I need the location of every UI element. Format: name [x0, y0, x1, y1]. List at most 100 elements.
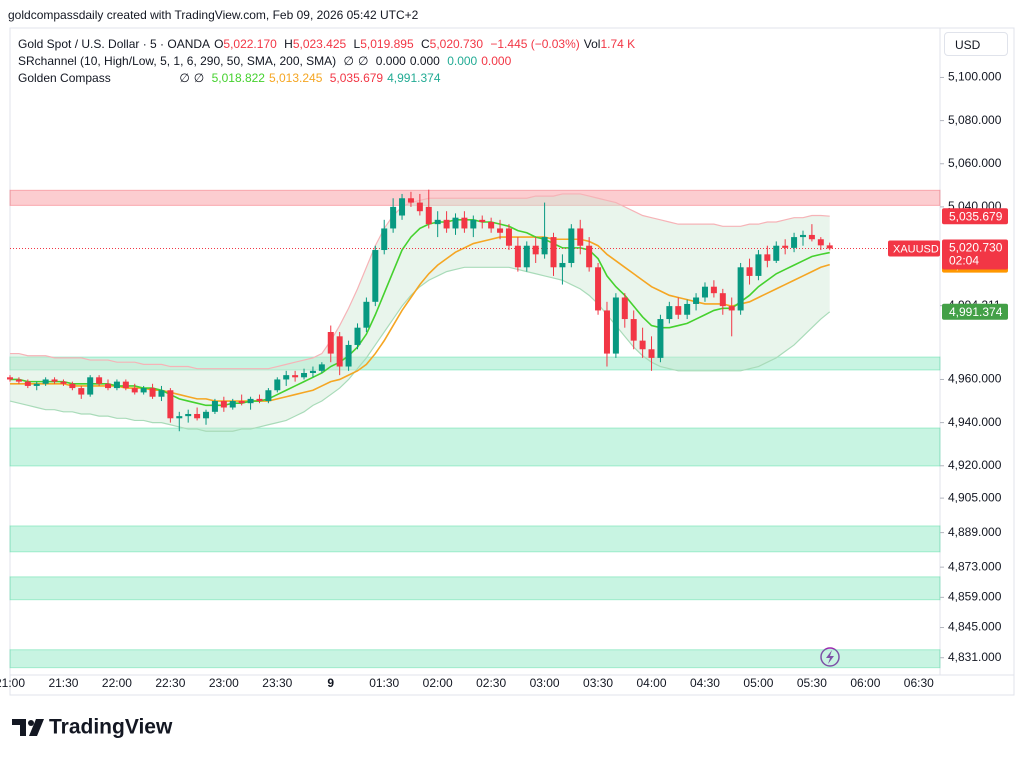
- band-fill: [10, 193, 830, 432]
- candle-body: [354, 327, 361, 345]
- candle-body: [541, 237, 548, 255]
- candle-body: [238, 401, 245, 404]
- candle-body: [648, 349, 655, 358]
- candle-body: [621, 297, 628, 320]
- candle-body: [577, 228, 584, 246]
- x-tick-label: 22:30: [155, 676, 185, 690]
- x-tick-label: 06:30: [904, 676, 934, 690]
- candle-body: [336, 336, 343, 367]
- y-tick-label: 4,845.000: [948, 620, 1002, 634]
- candle-body: [773, 245, 780, 261]
- x-tick-label: 02:00: [423, 676, 453, 690]
- x-tick-label: 02:30: [476, 676, 506, 690]
- candle-body: [612, 297, 619, 354]
- y-tick-label: 4,905.000: [948, 490, 1002, 504]
- candle-body: [87, 377, 94, 395]
- candle-body: [194, 413, 201, 419]
- candle-body: [764, 254, 771, 261]
- indicator-value: ∅: [357, 54, 369, 68]
- candle-body: [283, 375, 290, 380]
- candle-body: [292, 375, 299, 378]
- candle-body: [497, 228, 504, 233]
- candle-body: [817, 239, 824, 246]
- indicator-value: ∅: [343, 54, 354, 68]
- sr-zone: [9, 427, 941, 467]
- x-tick-label: 21:00: [0, 676, 25, 690]
- candle-body: [666, 306, 673, 320]
- candle-body: [693, 297, 700, 304]
- attribution: goldcompassdaily created with TradingVie…: [8, 8, 419, 22]
- l-value: 5,019.895: [360, 37, 414, 51]
- candle-body: [33, 383, 40, 386]
- candle-body: [808, 234, 815, 240]
- candle-body: [381, 228, 388, 251]
- candle-body: [603, 310, 610, 354]
- l-key: L: [353, 37, 361, 51]
- currency-button[interactable]: USD: [944, 32, 1008, 56]
- indicator-line: [9, 266, 831, 432]
- candle-body: [550, 237, 557, 268]
- h-key: H: [284, 37, 293, 51]
- candle-body: [719, 293, 726, 307]
- candle-body: [256, 398, 263, 402]
- y-tick-label: 4,889.000: [948, 525, 1002, 539]
- indicator-value: 4,991.374: [387, 71, 441, 85]
- last-price-tag: [942, 239, 1008, 270]
- candle-body: [639, 340, 646, 350]
- indicator-value: 5,035.679: [329, 71, 384, 85]
- lightning-icon[interactable]: [820, 647, 840, 667]
- candle-body: [42, 379, 49, 384]
- x-tick-label: 05:00: [743, 676, 773, 690]
- candle-body: [176, 416, 183, 419]
- legend-row: Gold Spot / U.S. Dollar · 5 · OANDA O5,02…: [18, 37, 639, 51]
- legend-row: Golden Compass ∅ ∅ 5,018.822 5,013.245 5,0…: [18, 71, 445, 85]
- logo-text: TradingView: [49, 716, 173, 739]
- y-tick-label: 4,859.000: [948, 590, 1002, 604]
- indicator-value: 5,013.245: [268, 71, 323, 85]
- candle-body: [7, 377, 13, 380]
- y-tick-label: 4,831.000: [948, 650, 1002, 664]
- candle-body: [425, 206, 432, 225]
- vol-value: 1.74 K: [600, 37, 636, 51]
- candle-body: [78, 388, 85, 395]
- candle-body: [327, 332, 334, 354]
- candle-body: [274, 379, 281, 391]
- candle-body: [105, 383, 112, 389]
- x-tick-label: 05:30: [797, 676, 827, 690]
- indicator-value: 0.000: [409, 54, 440, 68]
- indicator-name: SRchannel (10, High/Low, 5, 1, 6, 290, 5…: [18, 54, 337, 68]
- candle-body: [782, 245, 789, 248]
- x-tick-label: 06:00: [850, 676, 880, 690]
- symbol: Gold Spot / U.S. Dollar · 5 · OANDA: [18, 37, 211, 51]
- candle-body: [701, 286, 708, 298]
- sr-zone: [9, 576, 941, 601]
- price-tag: [942, 303, 1008, 320]
- indicator-value: ∅: [193, 71, 205, 85]
- candle-body: [675, 306, 682, 315]
- candle-body: [131, 388, 138, 393]
- candle-body: [461, 217, 468, 229]
- x-tick-label: 03:00: [530, 676, 560, 690]
- x-tick-label: 04:00: [637, 676, 667, 690]
- x-tick-label: 9: [327, 676, 334, 690]
- y-tick-label: 5,100.000: [948, 70, 1002, 84]
- candle-body: [15, 379, 22, 382]
- candle-body: [799, 234, 806, 238]
- candle-body: [265, 390, 272, 402]
- o-key: O: [214, 37, 224, 51]
- candle-body: [791, 237, 798, 248]
- y-tick-label: 5,080.000: [948, 113, 1002, 127]
- y-tick-label: 4,920.000: [948, 458, 1002, 472]
- x-tick-label: 23:30: [262, 676, 292, 690]
- candle-body: [149, 388, 156, 397]
- candle-body: [140, 388, 147, 393]
- candle-body: [559, 262, 566, 268]
- indicator-value: 0.000: [375, 54, 406, 68]
- c-key: C: [420, 37, 430, 51]
- candle-body: [443, 219, 450, 229]
- candle-body: [24, 381, 31, 386]
- candle-body: [505, 228, 512, 246]
- indicator-value: ∅: [179, 71, 190, 85]
- sr-zone: [9, 356, 941, 371]
